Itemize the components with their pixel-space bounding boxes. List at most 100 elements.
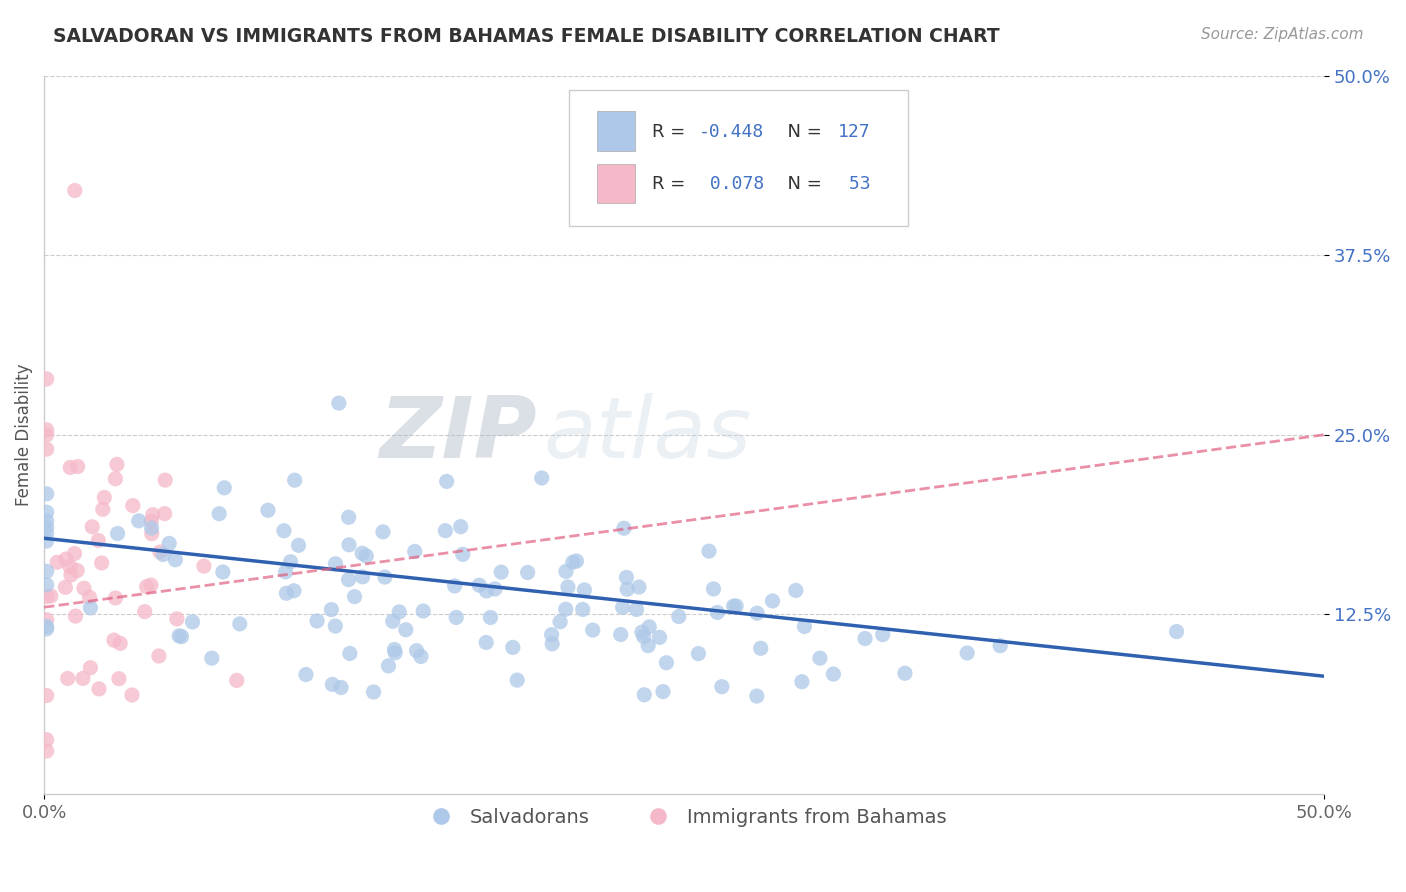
Text: -0.448: -0.448 bbox=[699, 122, 765, 141]
Point bbox=[872, 627, 894, 641]
Point bbox=[201, 651, 224, 665]
Point bbox=[557, 580, 579, 594]
Point bbox=[339, 647, 361, 661]
Point bbox=[489, 565, 512, 579]
Point bbox=[87, 681, 110, 696]
Point bbox=[443, 579, 465, 593]
Point bbox=[79, 661, 101, 675]
Point bbox=[276, 586, 298, 600]
Point bbox=[91, 502, 114, 516]
Point bbox=[35, 533, 58, 548]
Point bbox=[273, 524, 295, 538]
Point bbox=[475, 583, 498, 598]
Point bbox=[374, 570, 396, 584]
Point bbox=[725, 599, 748, 613]
Point bbox=[506, 673, 529, 687]
Point bbox=[444, 610, 467, 624]
Text: SALVADORAN VS IMMIGRANTS FROM BAHAMAS FEMALE DISABILITY CORRELATION CHART: SALVADORAN VS IMMIGRANTS FROM BAHAMAS FE… bbox=[53, 27, 1000, 45]
Point bbox=[956, 646, 979, 660]
Point bbox=[609, 627, 631, 641]
Point bbox=[409, 649, 432, 664]
Point bbox=[468, 578, 491, 592]
Point bbox=[548, 615, 571, 629]
Point bbox=[541, 637, 564, 651]
Point bbox=[638, 620, 661, 634]
Point bbox=[73, 581, 96, 595]
Point bbox=[66, 459, 89, 474]
Point bbox=[565, 554, 588, 568]
Point bbox=[384, 642, 406, 657]
Point bbox=[93, 491, 115, 505]
Point bbox=[571, 602, 593, 616]
Point bbox=[343, 590, 366, 604]
Point bbox=[87, 533, 110, 548]
Point bbox=[540, 627, 562, 641]
Point bbox=[655, 656, 678, 670]
Point bbox=[274, 565, 297, 579]
Point bbox=[405, 643, 427, 657]
Point bbox=[212, 565, 235, 579]
Point bbox=[434, 524, 457, 538]
Point bbox=[612, 600, 634, 615]
Text: ZIP: ZIP bbox=[380, 393, 537, 476]
Point bbox=[785, 583, 807, 598]
Point bbox=[323, 619, 346, 633]
Point bbox=[108, 672, 131, 686]
Point bbox=[166, 612, 188, 626]
Point bbox=[363, 685, 385, 699]
Point bbox=[305, 614, 328, 628]
Point bbox=[404, 544, 426, 558]
Point bbox=[761, 594, 783, 608]
Point bbox=[104, 591, 127, 605]
Text: Source: ZipAtlas.com: Source: ZipAtlas.com bbox=[1201, 27, 1364, 42]
Point bbox=[170, 630, 193, 644]
Text: R =: R = bbox=[652, 122, 690, 141]
Point bbox=[328, 396, 350, 410]
Point bbox=[65, 609, 87, 624]
Point bbox=[627, 580, 650, 594]
Point bbox=[35, 613, 58, 627]
Point bbox=[745, 606, 768, 620]
Point bbox=[330, 681, 353, 695]
Point bbox=[63, 547, 86, 561]
Point bbox=[82, 520, 104, 534]
Point bbox=[988, 639, 1011, 653]
Point bbox=[475, 635, 498, 649]
Point bbox=[648, 631, 671, 645]
Point bbox=[35, 744, 58, 758]
Point bbox=[352, 570, 374, 584]
Point bbox=[153, 507, 176, 521]
Point bbox=[208, 507, 231, 521]
Text: R =: R = bbox=[652, 175, 690, 193]
Point bbox=[35, 619, 58, 633]
Point bbox=[104, 472, 127, 486]
Point bbox=[853, 632, 876, 646]
Point bbox=[128, 514, 150, 528]
Point bbox=[702, 582, 724, 596]
Point bbox=[723, 599, 745, 614]
Point bbox=[384, 646, 406, 660]
Point bbox=[321, 677, 343, 691]
Point bbox=[39, 589, 62, 603]
Point bbox=[35, 514, 58, 528]
Point bbox=[35, 578, 58, 592]
Text: 127: 127 bbox=[838, 122, 870, 141]
Point bbox=[287, 538, 309, 552]
Point bbox=[149, 545, 172, 559]
Point bbox=[142, 508, 165, 522]
Point bbox=[72, 672, 94, 686]
Point bbox=[134, 605, 156, 619]
Point bbox=[502, 640, 524, 655]
Point bbox=[107, 526, 129, 541]
Point bbox=[257, 503, 280, 517]
Point bbox=[59, 460, 82, 475]
Point bbox=[530, 471, 553, 485]
Point bbox=[181, 615, 204, 629]
Point bbox=[371, 524, 394, 539]
Point bbox=[381, 614, 404, 628]
Point bbox=[637, 639, 659, 653]
Point bbox=[554, 602, 576, 616]
Legend: Salvadorans, Immigrants from Bahamas: Salvadorans, Immigrants from Bahamas bbox=[413, 800, 955, 835]
Point bbox=[337, 573, 360, 587]
Point bbox=[55, 552, 77, 566]
